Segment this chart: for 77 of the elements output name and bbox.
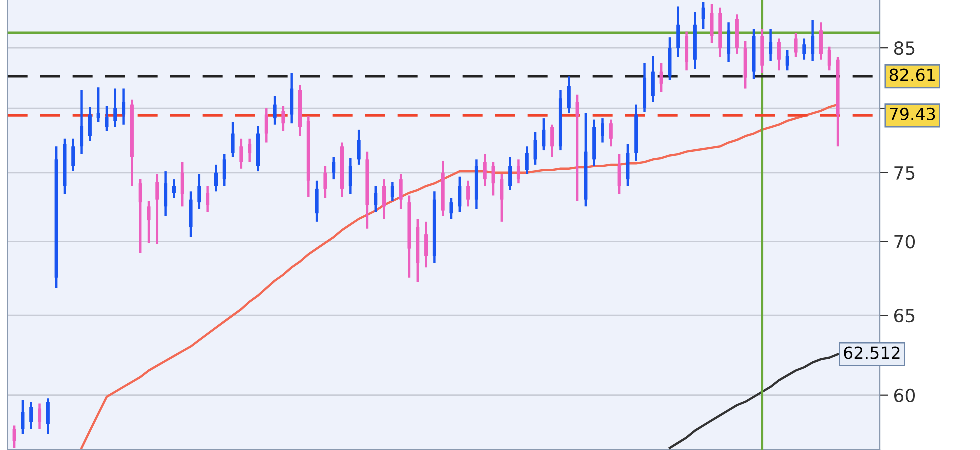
data-label: 62.512 xyxy=(844,346,900,360)
candlestick xyxy=(802,38,806,61)
candlestick xyxy=(660,62,664,94)
candlestick xyxy=(374,185,378,214)
y-tick-label: 85 xyxy=(894,42,915,56)
candlestick xyxy=(492,161,496,197)
candlestick xyxy=(819,22,823,61)
line-series xyxy=(668,353,840,450)
candlestick xyxy=(550,124,554,158)
candlestick xyxy=(273,95,277,126)
candlestick xyxy=(508,156,512,192)
candlestick xyxy=(138,178,142,254)
candlestick xyxy=(96,86,100,124)
candlestick xyxy=(702,1,706,31)
y-tick-label: 75 xyxy=(894,166,915,180)
candlestick xyxy=(80,88,84,156)
candlestick xyxy=(282,104,286,132)
candlestick xyxy=(198,173,202,211)
candlestick xyxy=(156,173,160,246)
candlestick xyxy=(483,153,487,188)
candlestick xyxy=(676,6,680,59)
y-tick-label: 60 xyxy=(894,388,916,402)
candlestick xyxy=(21,399,25,436)
candlestick xyxy=(46,398,50,436)
y-tick-label: 70 xyxy=(894,235,916,249)
candlestick xyxy=(458,176,462,214)
candlestick xyxy=(786,49,790,72)
candlestick xyxy=(710,3,714,45)
candlestick xyxy=(450,197,454,220)
candlestick xyxy=(222,153,226,188)
candlestick xyxy=(600,117,605,144)
candlestick xyxy=(534,131,538,166)
candlestick xyxy=(114,88,118,129)
candlestick xyxy=(206,185,210,214)
candlestick xyxy=(214,164,218,193)
candlestick xyxy=(147,200,151,244)
candlestick xyxy=(122,88,126,126)
candlestick xyxy=(164,170,168,218)
candlestick xyxy=(609,118,613,148)
candlestick xyxy=(172,178,176,200)
candlestick xyxy=(576,94,580,202)
candlestick xyxy=(382,178,386,220)
candlestick xyxy=(105,104,109,132)
candlestick xyxy=(811,19,815,62)
ref-line-label: 82.61 xyxy=(890,68,935,82)
ref-line-label: 79.43 xyxy=(890,108,936,120)
candlestick xyxy=(794,32,798,59)
candlestick xyxy=(348,157,352,196)
candlestick xyxy=(466,180,470,208)
candlestick xyxy=(500,173,504,224)
candlestick xyxy=(264,107,268,144)
candlestick xyxy=(618,153,622,196)
y-tick-label: 65 xyxy=(894,309,915,323)
candlestick xyxy=(357,128,361,166)
candlestick xyxy=(231,121,235,158)
candlestick xyxy=(324,165,328,200)
candlestick xyxy=(72,138,76,173)
candlestick xyxy=(38,402,42,430)
candlestick xyxy=(332,156,336,181)
candlestick xyxy=(567,76,571,115)
candlestick xyxy=(390,181,394,202)
candlestick xyxy=(248,138,252,164)
candlestick xyxy=(180,161,184,208)
candlestick xyxy=(516,158,520,185)
candlestick xyxy=(30,400,34,430)
candlestick xyxy=(769,28,773,62)
candlestick xyxy=(727,22,731,64)
candlestick xyxy=(240,138,244,170)
candlestick xyxy=(777,38,781,72)
line-series xyxy=(80,104,840,450)
candlestick xyxy=(525,146,529,176)
candlestick xyxy=(828,46,832,72)
candlestick xyxy=(542,117,546,152)
candlestick xyxy=(88,106,92,143)
candlestick xyxy=(12,424,16,450)
candlestick xyxy=(399,173,403,211)
candlestick xyxy=(424,220,428,269)
